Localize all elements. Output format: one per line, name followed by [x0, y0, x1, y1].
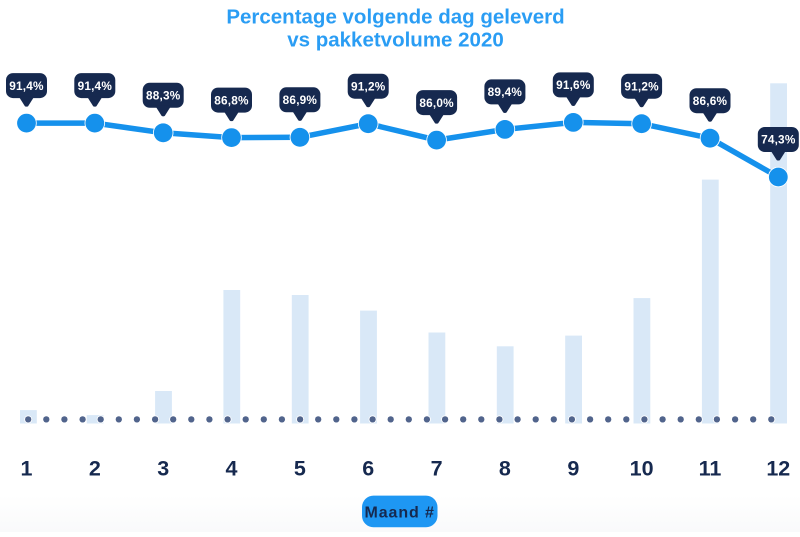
- svg-text:91,2%: 91,2%: [624, 79, 659, 93]
- svg-text:1: 1: [21, 457, 33, 481]
- svg-text:Percentage volgende dag geleve: Percentage volgende dag geleverd: [226, 6, 564, 29]
- svg-text:2: 2: [89, 457, 101, 481]
- svg-text:7: 7: [431, 457, 443, 481]
- svg-text:91,4%: 91,4%: [78, 79, 113, 93]
- svg-text:86,8%: 86,8%: [214, 93, 249, 107]
- svg-text:8: 8: [499, 457, 511, 481]
- svg-text:5: 5: [294, 457, 306, 481]
- svg-text:91,6%: 91,6%: [556, 78, 591, 92]
- svg-text:86,6%: 86,6%: [693, 94, 728, 108]
- svg-text:10: 10: [630, 457, 654, 481]
- svg-text:vs pakketvolume 2020: vs pakketvolume 2020: [287, 29, 504, 52]
- svg-text:89,4%: 89,4%: [488, 85, 523, 99]
- svg-text:86,9%: 86,9%: [283, 93, 318, 107]
- svg-text:12: 12: [766, 457, 790, 481]
- svg-text:91,2%: 91,2%: [351, 79, 386, 93]
- svg-text:88,3%: 88,3%: [146, 89, 181, 103]
- svg-text:4: 4: [226, 457, 238, 481]
- svg-text:86,0%: 86,0%: [419, 96, 454, 110]
- svg-text:6: 6: [362, 457, 374, 481]
- svg-text:11: 11: [699, 457, 722, 481]
- svg-text:Maand #: Maand #: [365, 505, 435, 522]
- svg-text:9: 9: [567, 457, 579, 481]
- svg-text:3: 3: [157, 457, 169, 481]
- svg-text:74,3%: 74,3%: [761, 133, 796, 147]
- svg-text:91,4%: 91,4%: [9, 79, 44, 93]
